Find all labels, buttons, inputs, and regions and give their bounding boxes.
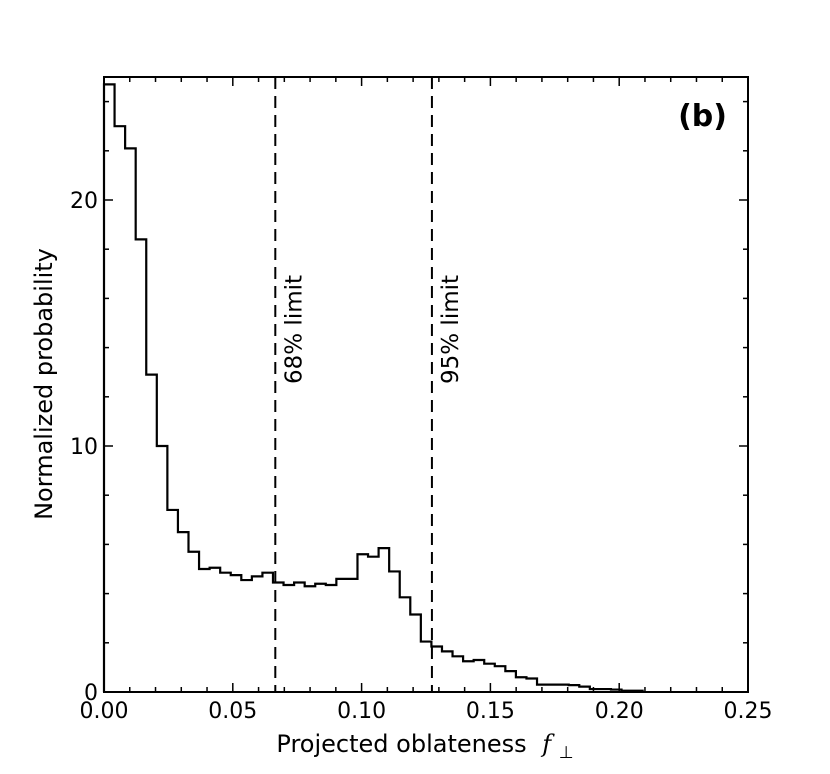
y-axis-title: Normalized probability [30, 248, 58, 520]
x-axis-title-text: Projected oblateness [276, 730, 526, 758]
reference-lines: 68% limit 95% limit [274, 77, 464, 692]
x-tick-label: 0.10 [337, 699, 386, 724]
x-tick-label: 0.20 [595, 699, 644, 724]
axis-ticks [103, 77, 749, 693]
reference-line-label-2: 95% limit [438, 275, 464, 384]
x-tick-label: 0.05 [208, 699, 257, 724]
x-tick-label: 0.00 [80, 699, 129, 724]
x-axis-title: Projected oblateness f ⊥ [276, 730, 573, 763]
histogram-step-line [102, 83, 644, 692]
x-tick-label: 0.15 [466, 699, 515, 724]
reference-line-label-1: 68% limit [281, 275, 307, 384]
plot-frame [103, 76, 749, 693]
x-axis-symbol: f [540, 730, 555, 758]
axis-tick-labels: 0.00 0.05 0.10 0.15 0.20 0.25 0 10 20 [70, 189, 772, 724]
panel-label: (b) [678, 99, 727, 134]
y-tick-label: 20 [70, 189, 98, 214]
y-tick-label: 0 [84, 681, 98, 706]
x-axis-symbol-subscript: ⊥ [559, 743, 574, 763]
y-tick-label: 10 [70, 435, 98, 460]
x-tick-label: 0.25 [724, 699, 773, 724]
